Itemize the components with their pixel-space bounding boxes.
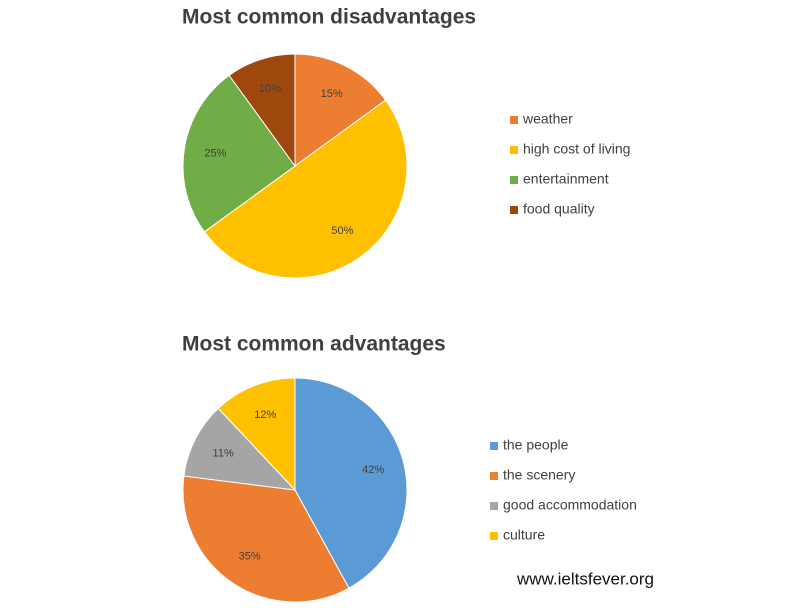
pie-slice	[203, 99, 408, 279]
pie-slice	[182, 74, 296, 233]
data-label: 35%	[239, 551, 261, 563]
legend-label: the people	[503, 437, 569, 453]
chart-title: Most common disadvantages	[182, 6, 476, 29]
pie-slice	[182, 475, 350, 603]
pie-slice	[294, 53, 387, 167]
legend-swatch	[490, 442, 498, 450]
legend-label: entertainment	[523, 171, 609, 187]
data-label: 12%	[254, 409, 276, 421]
legend-swatch	[490, 532, 498, 540]
legend-label: weather	[522, 111, 573, 127]
watermark: www.ieltsfever.org	[516, 569, 654, 588]
legend-label: food quality	[523, 201, 595, 217]
legend-swatch	[510, 206, 518, 214]
legend-label: good accommodation	[503, 497, 637, 513]
legend-swatch	[490, 502, 498, 510]
legend-label: high cost of living	[523, 141, 630, 157]
chart-title: Most common advantages	[182, 333, 446, 356]
data-label: 11%	[213, 447, 234, 459]
pie-slice	[294, 377, 408, 589]
legend-swatch	[510, 176, 518, 184]
data-label: 42%	[362, 464, 384, 476]
legend-swatch	[510, 146, 518, 154]
legend-swatch	[490, 472, 498, 480]
pie-slice	[228, 53, 296, 168]
legend-label: the scenery	[503, 467, 575, 483]
pie-slice	[217, 377, 296, 492]
data-label: 25%	[204, 147, 226, 159]
pie-slice	[183, 407, 297, 491]
data-label: 10%	[259, 83, 281, 95]
legend-label: culture	[503, 527, 545, 543]
data-label: 15%	[321, 88, 343, 100]
legend-swatch	[510, 116, 518, 124]
data-label: 50%	[331, 225, 353, 237]
